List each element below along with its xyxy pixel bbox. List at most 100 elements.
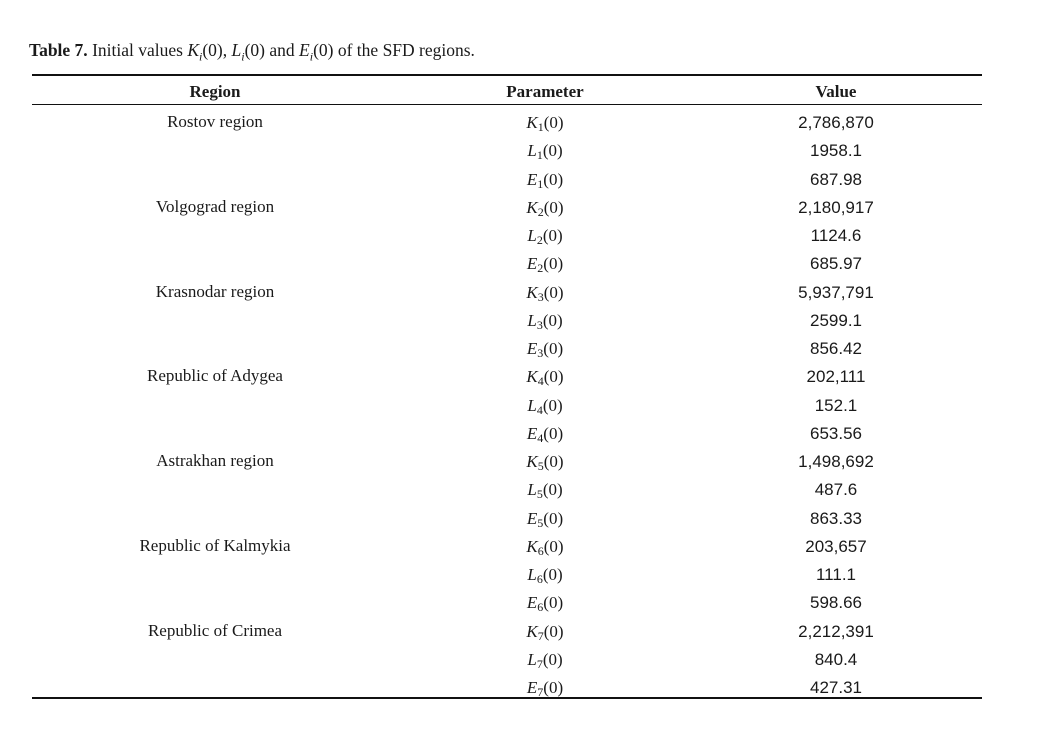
parameter-argument: (0) [543, 339, 564, 358]
parameter-symbol: K [526, 197, 538, 217]
parameter-symbol: E [526, 254, 538, 274]
parameter-cell: L3(0) [395, 309, 695, 333]
value-cell: 856.42 [810, 339, 862, 358]
parameter-argument: (0) [542, 480, 563, 500]
parameter-cell: K1(0) [395, 111, 695, 135]
header-value: Value [815, 82, 857, 101]
table-bottom-rule [32, 697, 982, 699]
parameter-cell: E7(0) [395, 676, 695, 700]
parameter-argument: (0) [542, 395, 563, 415]
value-cell: 685.97 [810, 254, 862, 274]
parameter-subscript: 1 [536, 148, 543, 163]
parameter-cell: E3(0) [395, 337, 695, 361]
parameter-cell: K7(0) [395, 620, 695, 644]
parameter-argument: (0) [542, 226, 563, 245]
parameter-cell: L4(0) [395, 394, 695, 418]
parameter-argument: (0) [543, 197, 564, 217]
table-caption: Table 7. Initial values Ki(0), Li(0) and… [29, 38, 475, 69]
parameter-symbol: E [526, 169, 538, 189]
value-cell: 5,937,791 [798, 282, 874, 302]
parameter-subscript: 6 [536, 572, 543, 586]
parameter-argument: (0) [543, 621, 564, 641]
parameter-subscript: 7 [537, 628, 544, 643]
value-cell: 2,212,391 [798, 621, 874, 641]
parameter-argument: (0) [543, 282, 564, 302]
parameter-cell: K6(0) [395, 535, 695, 559]
caption-l-symbol: L [231, 40, 242, 60]
parameter-symbol: L [527, 565, 537, 584]
parameter-subscript: 1 [537, 176, 544, 191]
parameter-argument: (0) [542, 141, 563, 161]
parameter-argument: (0) [543, 536, 564, 556]
parameter-symbol: L [527, 310, 537, 330]
value-cell: 687.98 [810, 169, 862, 189]
value-cell: 653.56 [810, 423, 862, 443]
caption-sep1: , [222, 40, 232, 60]
caption-text-pre: Initial values [87, 40, 188, 60]
region-cell: Republic of Kalmykia [139, 535, 291, 555]
caption-e-symbol: E [299, 40, 310, 60]
caption-l-arg: (0) [244, 40, 265, 60]
parameter-argument: (0) [543, 678, 564, 697]
parameter-argument: (0) [543, 452, 564, 471]
caption-text-post: of the SFD regions. [333, 40, 475, 60]
parameter-subscript: 4 [537, 374, 544, 389]
parameter-subscript: 3 [537, 289, 544, 304]
parameter-cell: E5(0) [395, 507, 695, 531]
value-cell: 863.33 [810, 508, 862, 528]
caption-k-arg: (0) [202, 40, 223, 60]
value-cell: 2599.1 [810, 310, 862, 330]
region-cell: Krasnodar region [155, 281, 275, 301]
parameter-symbol: K [526, 113, 538, 132]
table-top-rule [32, 74, 982, 76]
parameter-subscript: 5 [537, 459, 544, 473]
value-cell: 1958.1 [810, 141, 862, 161]
parameter-subscript: 6 [537, 543, 544, 558]
region-cell: Volgograd region [155, 196, 275, 216]
parameter-cell: E1(0) [395, 168, 695, 192]
parameter-subscript: 2 [536, 233, 543, 247]
region-cell: Republic of Crimea [147, 620, 283, 640]
parameter-cell: K3(0) [395, 281, 695, 305]
caption-l-sub: i [241, 49, 245, 64]
value-cell: 2,786,870 [798, 113, 874, 132]
parameter-cell: K5(0) [395, 450, 695, 474]
parameter-symbol: E [526, 508, 538, 528]
caption-sep2: and [265, 40, 300, 60]
parameter-cell: L6(0) [395, 563, 695, 587]
parameter-cell: E4(0) [395, 422, 695, 446]
parameter-symbol: L [527, 649, 537, 669]
parameter-subscript: 4 [536, 402, 543, 417]
parameter-cell: E6(0) [395, 591, 695, 615]
parameter-argument: (0) [542, 649, 563, 669]
parameter-symbol: L [527, 480, 537, 500]
parameter-subscript: 5 [537, 515, 544, 530]
region-cell: Republic of Adygea [147, 366, 283, 386]
parameter-argument: (0) [543, 508, 564, 528]
value-cell: 840.4 [814, 649, 858, 669]
caption-k-symbol: K [187, 40, 200, 60]
parameter-symbol: L [527, 395, 537, 415]
parameter-cell: L2(0) [395, 224, 695, 248]
parameter-symbol: E [526, 678, 538, 697]
parameter-subscript: 2 [537, 204, 544, 219]
parameter-argument: (0) [543, 423, 564, 443]
parameter-symbol: L [527, 226, 537, 245]
parameter-symbol: E [526, 423, 538, 443]
parameter-symbol: E [526, 339, 538, 358]
parameter-argument: (0) [543, 593, 564, 613]
parameter-subscript: 3 [536, 317, 543, 332]
value-cell: 1124.6 [810, 226, 862, 245]
parameter-cell: L5(0) [395, 478, 695, 502]
parameter-subscript: 6 [537, 600, 544, 615]
parameter-argument: (0) [543, 367, 564, 387]
parameter-symbol: K [526, 282, 538, 302]
parameter-subscript: 7 [536, 656, 543, 671]
value-cell: 487.6 [814, 480, 858, 500]
parameter-argument: (0) [543, 254, 564, 274]
value-cell: 202,111 [806, 367, 866, 387]
parameter-subscript: 7 [537, 685, 544, 699]
parameter-symbol: L [527, 141, 537, 161]
table-header-rule [32, 104, 982, 105]
region-cell: Astrakhan region [156, 451, 274, 470]
